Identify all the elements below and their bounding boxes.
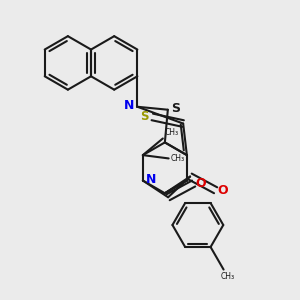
Text: N: N bbox=[146, 172, 156, 186]
Text: O: O bbox=[217, 184, 228, 197]
Text: CH₃: CH₃ bbox=[165, 128, 179, 136]
Text: O: O bbox=[195, 177, 206, 190]
Text: N: N bbox=[124, 99, 134, 112]
Text: CH₃: CH₃ bbox=[220, 272, 235, 281]
Text: S: S bbox=[172, 102, 181, 115]
Text: S: S bbox=[140, 110, 148, 123]
Text: CH₃: CH₃ bbox=[170, 154, 184, 163]
